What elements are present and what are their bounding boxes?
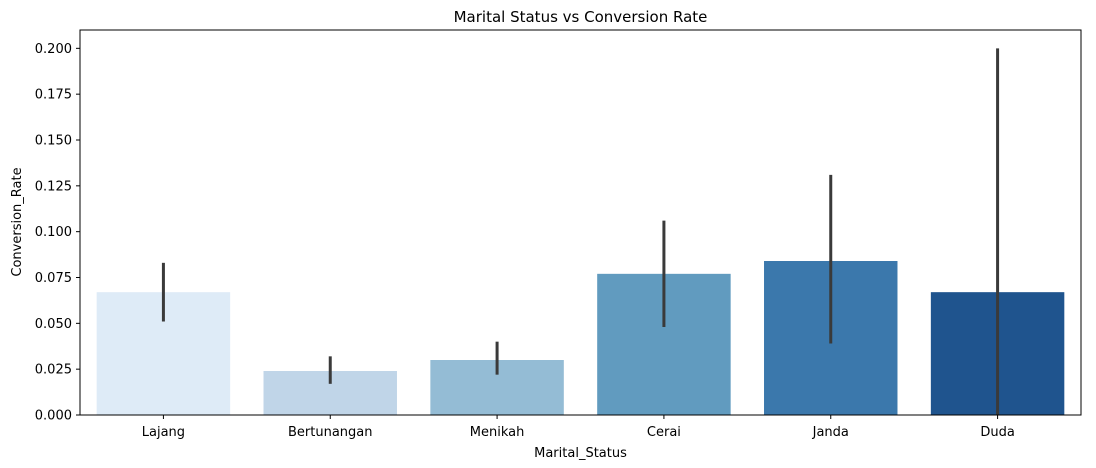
x-axis: Lajang Bertunangan Menikah Cerai Janda Duda [142,415,1015,440]
x-tick-label: Bertunangan [288,425,373,440]
plot-frame [79,29,1082,416]
y-tick-label: 0.175 [35,88,72,103]
x-tick-label: Lajang [142,425,185,440]
chart-title: Marital Status vs Conversion Rate [454,8,708,26]
x-tick-label: Duda [980,425,1014,440]
y-tick-label: 0.050 [35,317,72,332]
bars-group [96,261,1065,415]
x-tick-label: Menikah [470,425,525,440]
y-tick-label: 0.150 [35,134,72,149]
x-tick-label: Cerai [647,425,681,440]
y-tick-label: 0.100 [35,225,72,240]
x-tick-label: Janda [812,425,849,440]
y-axis: 0.000 0.025 0.050 0.075 0.100 0.125 0.150 0.175… [35,42,80,424]
y-tick-label: 0.200 [35,42,72,57]
error-bars-group [161,48,1000,415]
x-axis-label: Marital_Status [534,446,627,461]
y-tick-label: 0.025 [35,363,72,378]
y-tick-label: 0.000 [35,409,72,424]
y-tick-label: 0.125 [35,179,72,194]
y-axis-label: Conversion_Rate [10,167,25,276]
y-tick-label: 0.075 [35,271,72,286]
